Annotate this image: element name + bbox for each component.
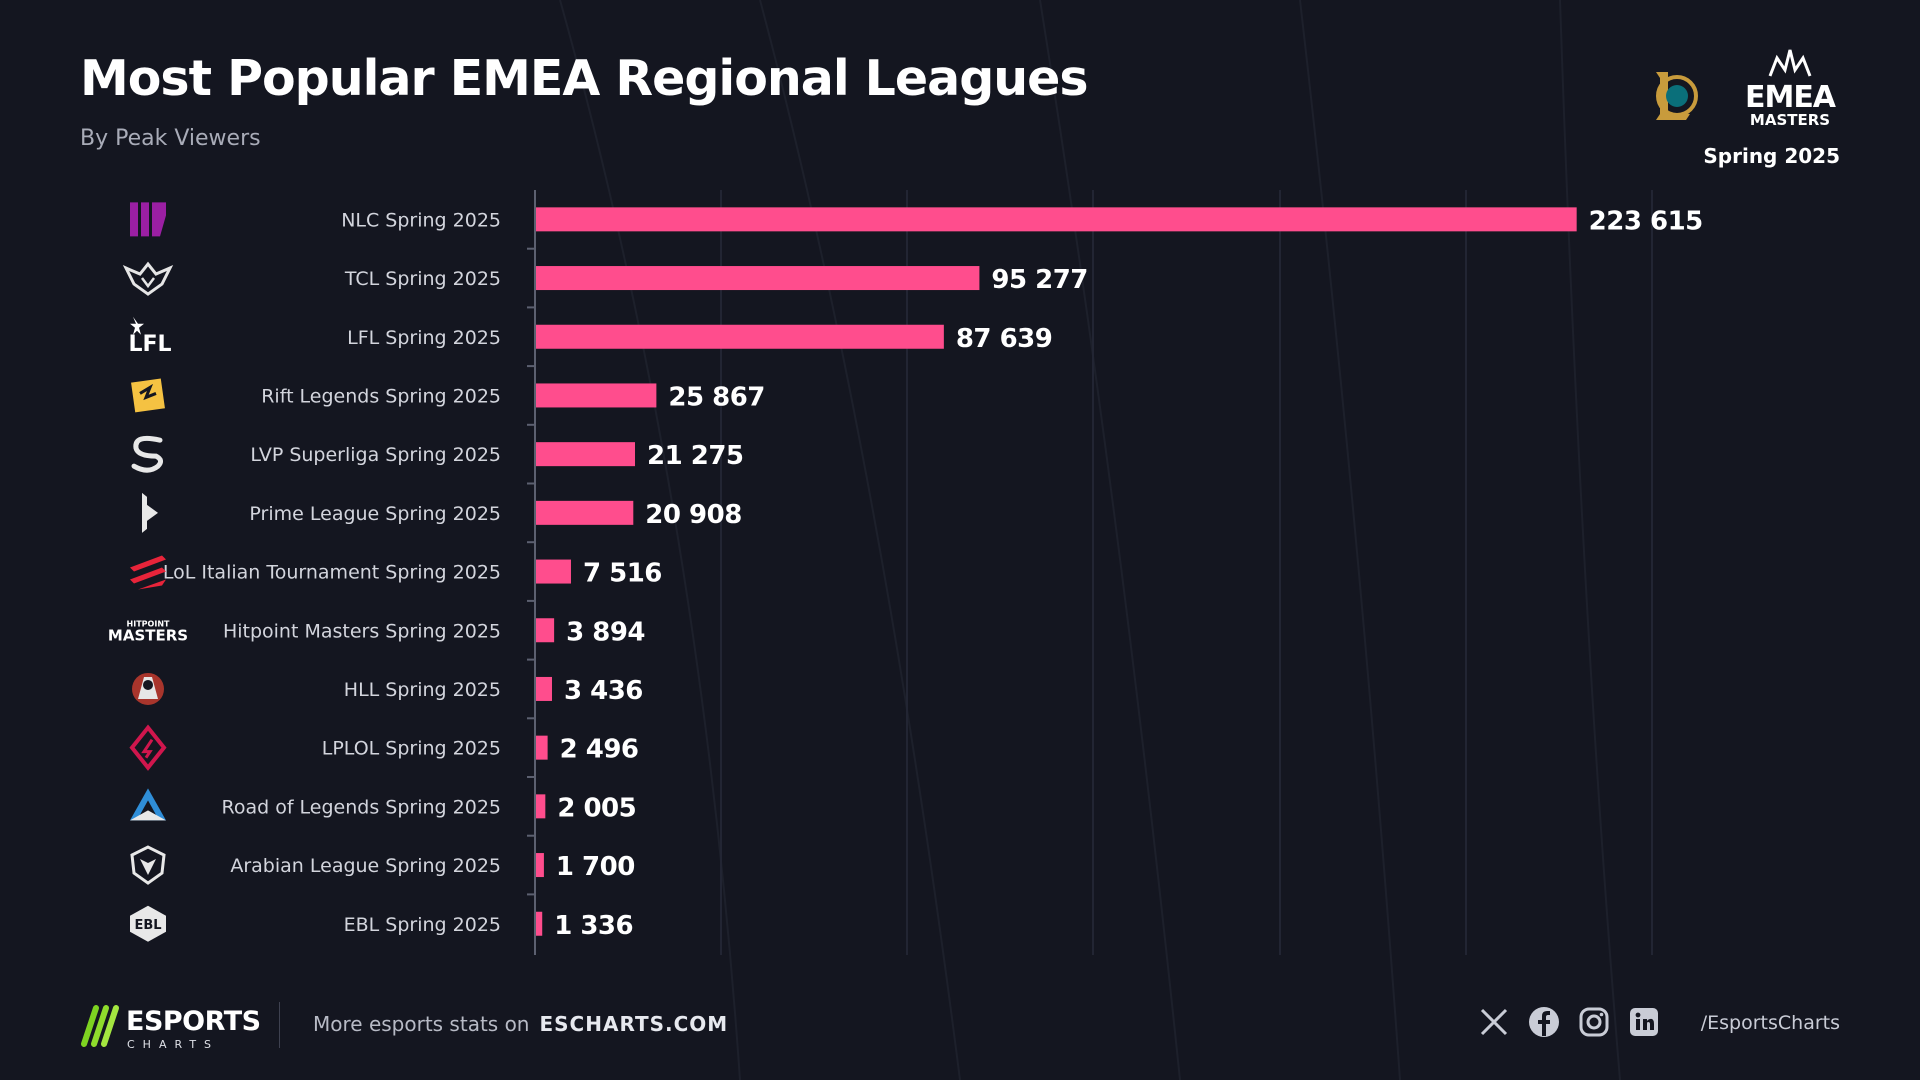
lplol-icon [129,724,167,771]
ebl-icon: EBL [130,905,166,942]
facebook-icon[interactable] [1528,1006,1560,1038]
category-label: Hitpoint Masters Spring 2025 [223,620,501,642]
season-label: Spring 2025 [1703,144,1840,168]
emea-word: EMEA [1744,80,1836,115]
emea-masters-logo: EMEA MASTERS [1740,48,1840,128]
linkedin-icon[interactable] [1628,1006,1660,1038]
grid-lines [720,190,1653,955]
category-label: Road of Legends Spring 2025 [221,796,501,818]
value-label: 223 615 [1589,206,1703,236]
arabian-league-icon [130,845,166,885]
svg-text:HITPOINT: HITPOINT [127,619,170,628]
value-label: 21 275 [647,441,744,471]
brand-logos: EMEA MASTERS [1650,48,1840,178]
road-of-legends-icon [130,788,166,821]
prime-league-icon [142,492,158,533]
lit-icon [130,555,166,590]
footer-text: More esports stats on ESCHARTS.COM [313,1012,728,1036]
value-labels: 223 615 95 277 87 639 25 867 21 275 20 908 7 5… [554,206,1703,940]
value-label: 2 496 [560,735,639,765]
value-label: 3 894 [566,617,645,647]
footer-site-link[interactable]: ESCHARTS.COM [539,1012,729,1036]
category-label: Rift Legends Spring 2025 [261,385,501,407]
bar [536,794,546,819]
category-label: LVP Superliga Spring 2025 [250,444,501,466]
category-label: LFL Spring 2025 [347,327,501,349]
esports-charts-mark-icon [81,1005,119,1047]
bar [536,853,544,878]
esports-charts-logo[interactable]: ESPORTS CHARTS [80,1000,261,1052]
footer-divider [279,1002,280,1048]
category-label: LoL Italian Tournament Spring 2025 [163,562,501,584]
value-label: 95 277 [991,265,1088,295]
social-handle[interactable]: /EsportsCharts [1700,1012,1840,1034]
chart-title: Most Popular EMEA Regional Leagues [80,50,1089,107]
bars [536,207,1577,936]
category-labels: NLC Spring 2025 TCL Spring 2025 LFL Spring… [163,209,501,935]
bar [536,618,555,643]
category-label: HLL Spring 2025 [344,679,501,701]
logo-word: ESPORTS [126,1006,261,1037]
chart-subtitle: By Peak Viewers [80,126,261,151]
bar [536,500,634,525]
logo-sub: CHARTS [127,1038,220,1051]
category-label: TCL Spring 2025 [344,268,501,290]
bar [536,559,571,584]
bar [536,324,944,349]
bar [536,383,657,408]
category-label: Prime League Spring 2025 [249,503,501,525]
footer-more-text: More esports stats on [313,1012,530,1036]
value-label: 7 516 [583,559,662,589]
bar [536,676,552,701]
y-axis-ticks [527,247,535,896]
crown-icon [1768,49,1812,77]
value-label: 25 867 [668,382,765,412]
tcl-icon [122,261,174,296]
svg-text:MASTERS: MASTERS [108,626,188,644]
lvp-superliga-icon [131,435,164,473]
category-label: NLC Spring 2025 [341,209,501,231]
bar [536,911,543,936]
bar [536,442,636,467]
category-label: LPLOL Spring 2025 [322,738,501,760]
instagram-icon[interactable] [1578,1006,1610,1038]
bar [536,266,980,291]
league-of-legends-logo [1656,72,1698,120]
value-label: 20 908 [645,500,742,530]
category-label: EBL Spring 2025 [344,914,501,936]
category-label: Arabian League Spring 2025 [230,855,501,877]
value-label: 2 005 [557,793,636,823]
masters-word: MASTERS [1749,111,1831,129]
svg-text:EBL: EBL [134,918,161,933]
value-label: 1 700 [556,852,635,882]
value-label: 1 336 [554,911,633,941]
rift-legends-icon [131,378,165,413]
nlc-icon [130,202,166,237]
bar [536,207,1577,232]
lfl-icon: LFL [128,316,172,357]
svg-text:LFL: LFL [128,332,171,357]
value-label: 87 639 [956,324,1053,354]
x-icon[interactable] [1478,1006,1510,1038]
bar [536,735,548,760]
hll-icon [132,672,164,705]
value-label: 3 436 [564,676,643,706]
